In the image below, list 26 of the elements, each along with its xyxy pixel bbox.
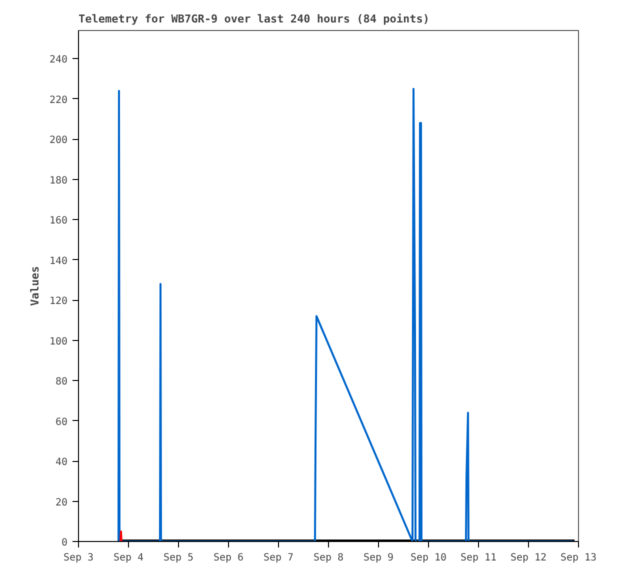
y-tick-label: 200: [49, 135, 68, 146]
y-tick-label: 180: [49, 175, 68, 186]
x-tick-label: Sep 9: [363, 552, 394, 564]
x-tick-label: Sep 4: [113, 552, 144, 564]
y-tick-label: 120: [49, 296, 68, 308]
y-axis-title: Values: [28, 266, 42, 306]
x-tick-label: Sep 13: [560, 552, 597, 564]
y-tick-label: 240: [49, 54, 68, 66]
y-tick-label: 60: [55, 416, 68, 428]
chart-title: Telemetry for WB7GR-9 over last 240 hours (84 points): [78, 12, 430, 26]
y-tick-label: 20: [55, 497, 68, 508]
x-tick-label: Sep 5: [163, 552, 194, 564]
x-tick-label: Sep 8: [313, 552, 344, 564]
y-tick-label: 40: [55, 457, 68, 468]
x-tick-label: Sep 10: [410, 552, 447, 564]
x-tick-label: Sep 6: [213, 552, 244, 564]
y-tick-label: 140: [49, 256, 68, 267]
y-tick-label: 160: [49, 216, 68, 227]
x-tick-label: Sep 12: [510, 552, 547, 564]
y-tick-label: 0: [61, 538, 68, 548]
x-tick-label: Sep 3: [63, 552, 94, 564]
y-tick-label: 220: [49, 94, 68, 106]
y-tick-label: 80: [55, 376, 68, 388]
x-tick-label: Sep 11: [460, 552, 497, 564]
y-tick-label: 100: [49, 336, 68, 348]
x-tick-label: Sep 7: [263, 552, 294, 564]
